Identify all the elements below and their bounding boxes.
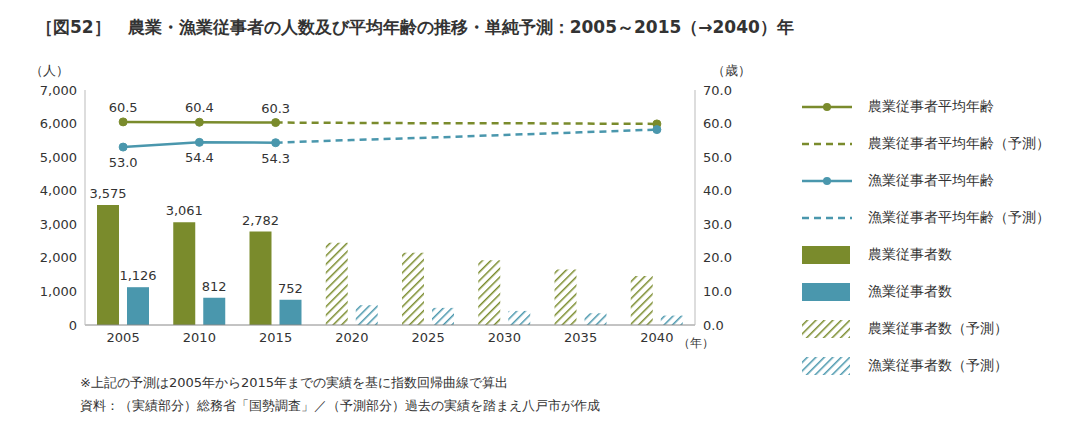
svg-text:60.4: 60.4 (185, 100, 214, 115)
svg-text:1,000: 1,000 (40, 284, 77, 299)
svg-text:50.0: 50.0 (703, 150, 732, 165)
svg-text:53.0: 53.0 (109, 155, 138, 170)
svg-text:5,000: 5,000 (40, 150, 77, 165)
html-text:（歳）: （歳） (712, 63, 751, 78)
svg-text:812: 812 (202, 279, 227, 294)
svg-text:3,000: 3,000 (40, 217, 77, 232)
svg-text:10.0: 10.0 (703, 284, 732, 299)
html-text:※上記の予測は2005年から2015年までの実績を基に指数回: ※上記の予測は2005年から2015年までの実績を基に指数回帰曲線で算出 (80, 375, 509, 390)
html-text:漁業従事者数: 漁業従事者数 (868, 282, 952, 299)
svg-text:7,000: 7,000 (40, 83, 77, 98)
svg-text:54.3: 54.3 (261, 151, 290, 166)
svg-text:40.0: 40.0 (703, 183, 732, 198)
svg-text:2005: 2005 (107, 330, 140, 345)
svg-text:1,126: 1,126 (119, 268, 156, 283)
svg-text:2010: 2010 (183, 330, 216, 345)
svg-text:70.0: 70.0 (703, 83, 732, 98)
svg-text:60.3: 60.3 (261, 101, 290, 116)
html-text:資料：（実績部分）総務省「国勢調査」／（予測部分）過去の実績: 資料：（実績部分）総務省「国勢調査」／（予測部分）過去の実績を踏まえ八戸市が作成 (80, 398, 600, 413)
svg-text:2025: 2025 (412, 330, 445, 345)
svg-text:60.0: 60.0 (703, 116, 732, 131)
html-text:農業従事者数（予測）: 農業従事者数（予測） (868, 319, 1008, 336)
svg-text:20.0: 20.0 (703, 250, 732, 265)
svg-text:2,000: 2,000 (40, 250, 77, 265)
svg-text:2020: 2020 (335, 330, 368, 345)
html-text:漁業従事者平均年齢: 漁業従事者平均年齢 (868, 171, 994, 188)
html-text:漁業従事者平均年齢（予測）: 漁業従事者平均年齢（予測） (868, 208, 1050, 225)
svg-text:54.4: 54.4 (185, 150, 214, 165)
svg-text:6,000: 6,000 (40, 116, 77, 131)
svg-text:3,575: 3,575 (89, 186, 126, 201)
html-text:農業従事者平均年齢: 農業従事者平均年齢 (868, 97, 994, 114)
html-text:（年）: （年） (678, 336, 714, 350)
svg-text:2015: 2015 (259, 330, 292, 345)
svg-text:4,000: 4,000 (40, 183, 77, 198)
html-text:（人）: （人） (30, 63, 69, 78)
svg-text:60.5: 60.5 (109, 100, 138, 115)
html-text:農業従事者平均年齢（予測）: 農業従事者平均年齢（予測） (868, 134, 1050, 151)
html-text:漁業従事者数（予測）: 漁業従事者数（予測） (868, 356, 1008, 373)
svg-text:2030: 2030 (488, 330, 521, 345)
svg-text:2035: 2035 (564, 330, 597, 345)
svg-text:0.0: 0.0 (703, 318, 724, 333)
svg-text:752: 752 (278, 281, 303, 296)
html-text:農業従事者数: 農業従事者数 (868, 245, 952, 262)
html-text:［図52］ 農業・漁業従事者の人数及び平均年齢の推移・単純予: ［図52］ 農業・漁業従事者の人数及び平均年齢の推移・単純予測：2005～201… (36, 17, 794, 37)
svg-text:2040: 2040 (640, 330, 673, 345)
svg-text:3,061: 3,061 (166, 203, 203, 218)
svg-text:30.0: 30.0 (703, 217, 732, 232)
svg-text:2,782: 2,782 (242, 213, 279, 228)
svg-text:0: 0 (69, 318, 77, 333)
